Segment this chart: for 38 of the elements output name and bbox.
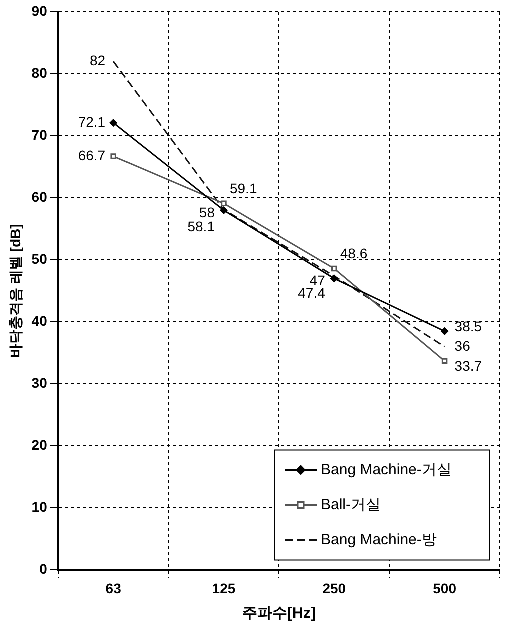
y-tick-label: 0: [40, 561, 48, 578]
y-tick-label: 30: [32, 374, 48, 391]
x-tick-label: 125: [212, 580, 236, 596]
y-tick-label: 60: [32, 188, 48, 205]
data-label: 38.5: [454, 318, 482, 334]
point: [441, 328, 449, 336]
y-tick-label: 20: [32, 437, 48, 454]
data-label: 58: [199, 204, 216, 220]
data-label: 36: [454, 338, 471, 354]
x-tick-label: 500: [433, 580, 457, 596]
y-axis-title: 바닥충격음 레벨 [dB]: [7, 224, 24, 358]
data-label: 66.7: [78, 147, 106, 164]
data-label: 58.1: [188, 218, 216, 235]
point: [330, 274, 338, 282]
y-tick-label: 40: [32, 312, 48, 329]
point: [442, 358, 448, 364]
point: [110, 154, 116, 160]
data-label: 82: [90, 52, 106, 68]
legend-label: Bang Machine-거실: [321, 461, 452, 478]
y-tick-label: 70: [32, 126, 48, 143]
data-label: 48.6: [340, 246, 368, 262]
y-tick-label: 80: [32, 64, 48, 81]
y-tick-label: 90: [32, 2, 48, 19]
data-label: 33.7: [454, 358, 482, 374]
point: [332, 266, 338, 272]
x-tick-label: 250: [322, 580, 346, 596]
legend-label: Bang Machine-방: [321, 531, 437, 548]
y-tick-label: 10: [32, 499, 48, 516]
legend-label: Ball-거실: [321, 496, 382, 514]
x-axis-title: 주파수[Hz]: [242, 605, 316, 622]
x-tick-label: 63: [106, 580, 122, 596]
point: [220, 206, 228, 214]
data-label: 59.1: [230, 180, 258, 197]
data-label: 72.1: [78, 114, 106, 130]
line-series: [112, 60, 446, 348]
point: [110, 119, 118, 127]
y-tick-label: 50: [32, 250, 48, 267]
point: [221, 200, 227, 207]
